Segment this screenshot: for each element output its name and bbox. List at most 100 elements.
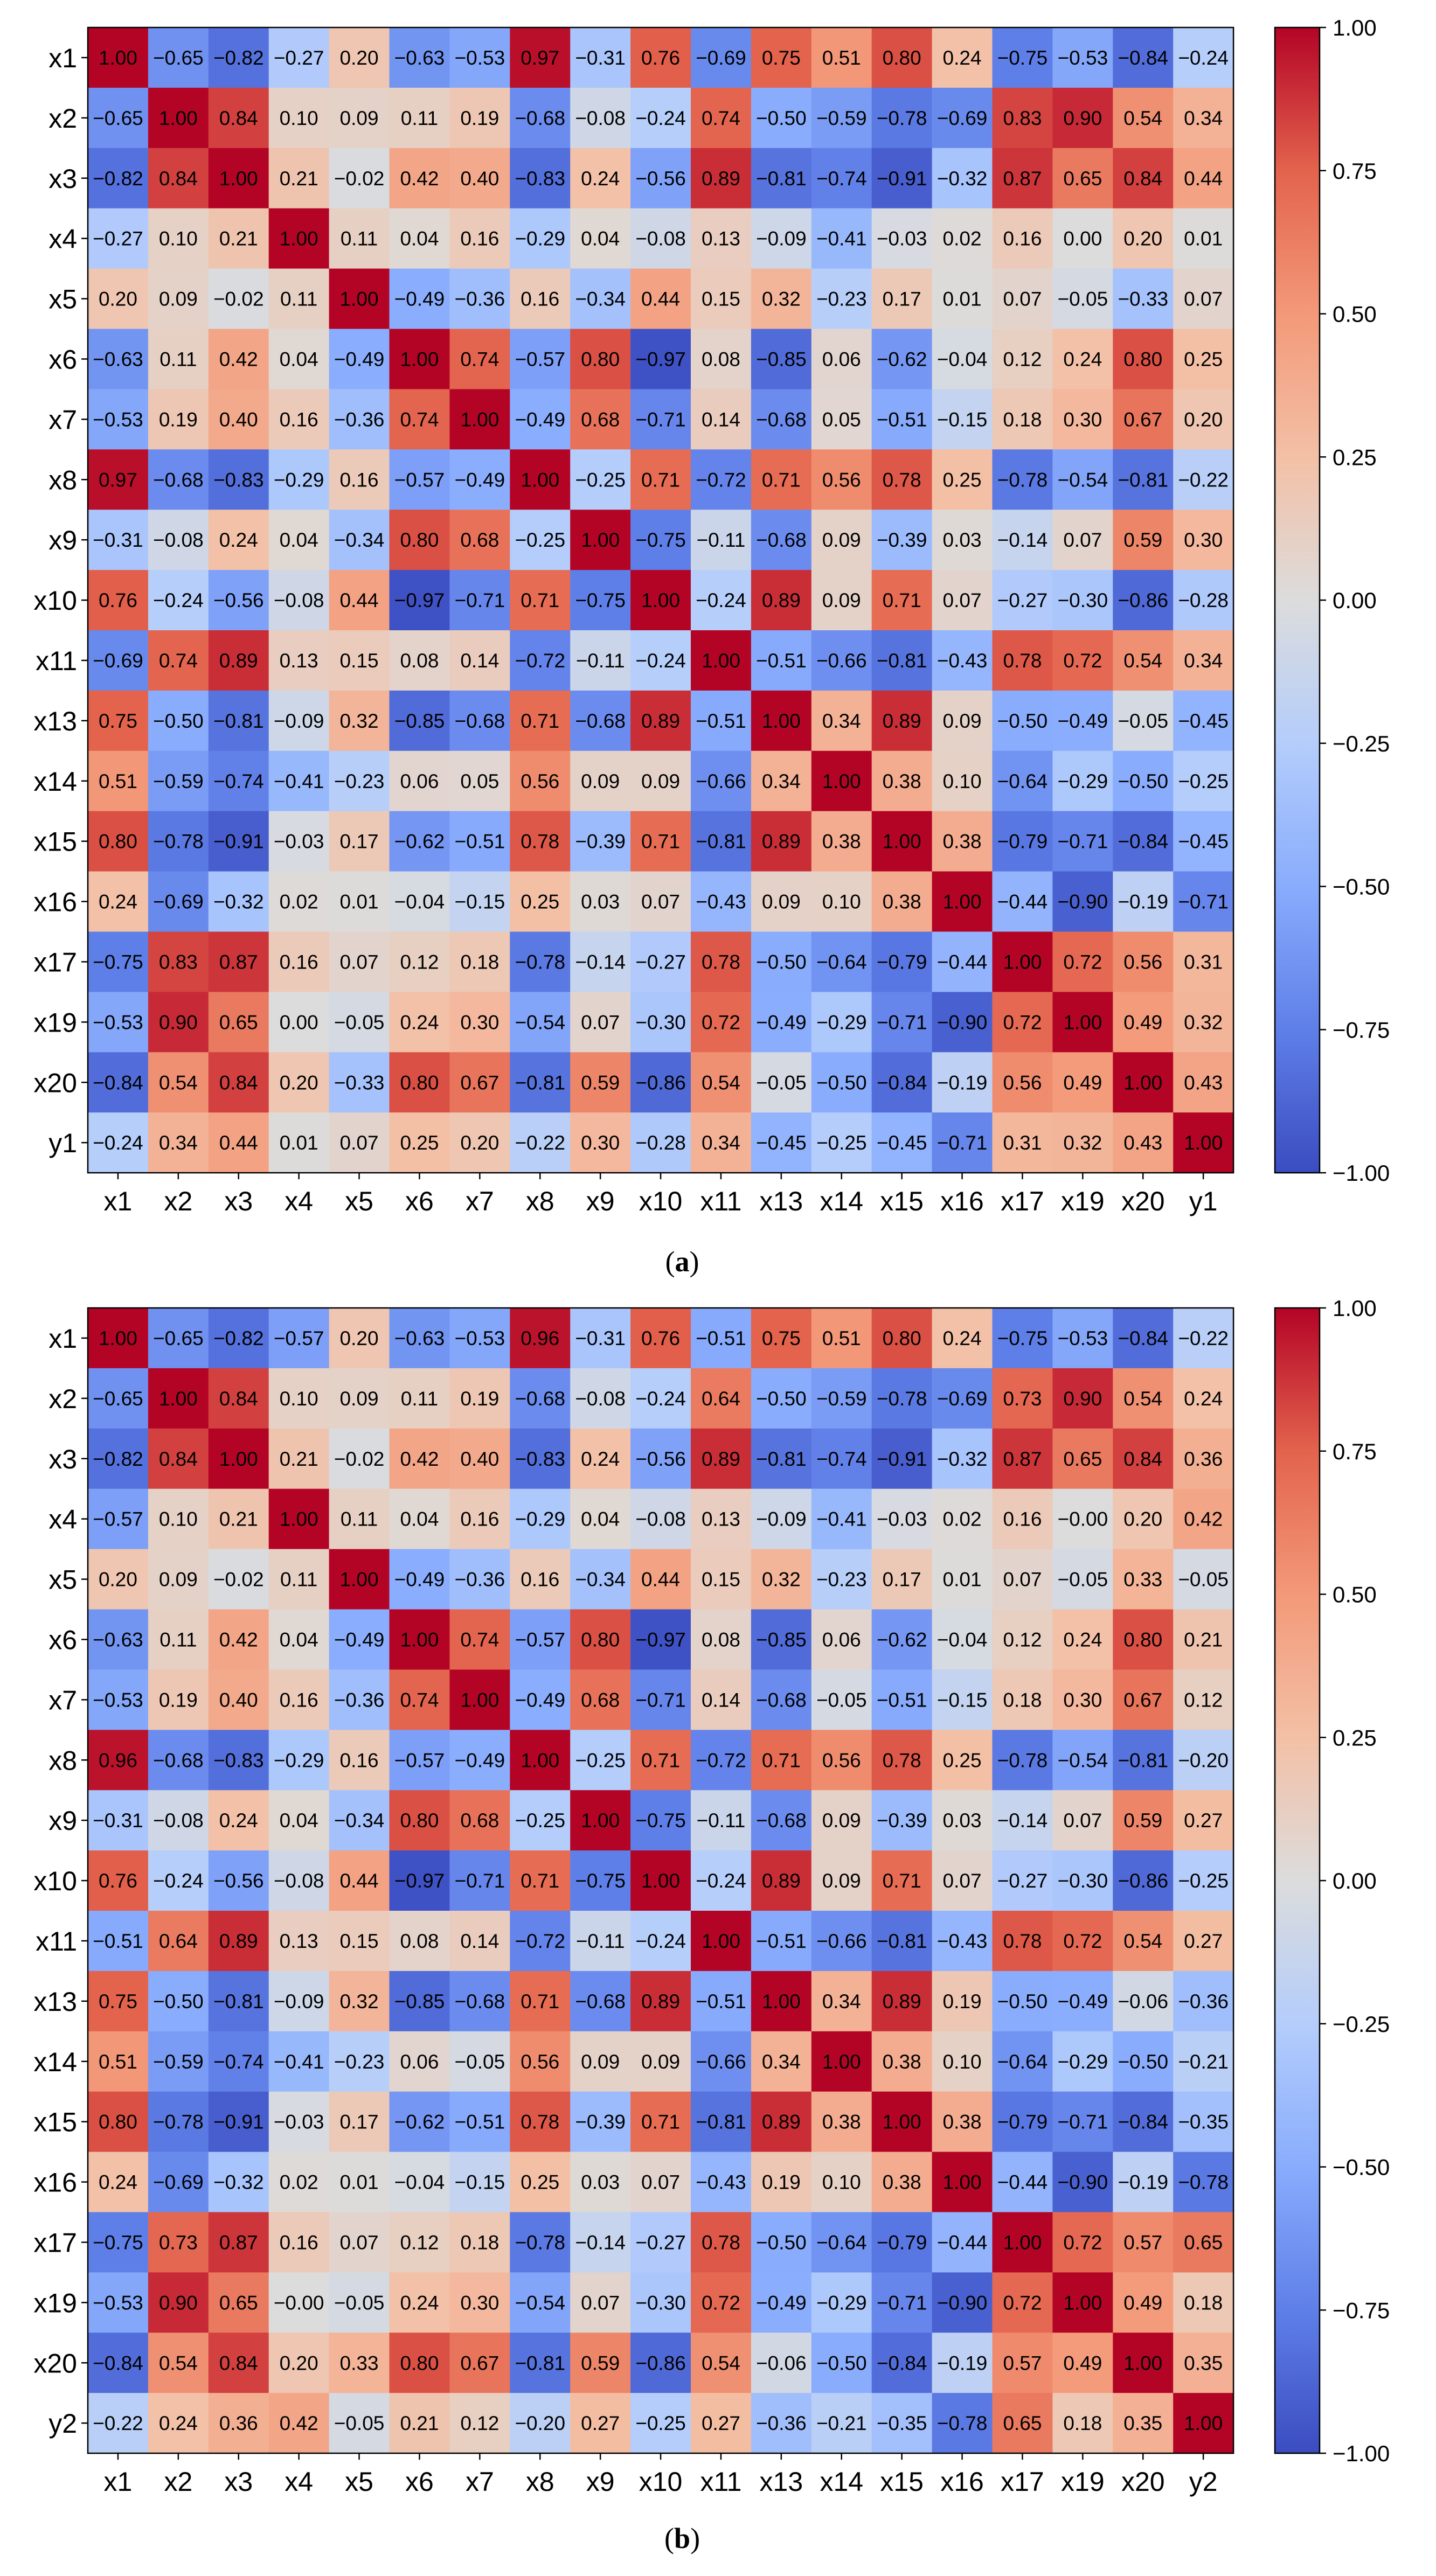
heatmap-cell <box>268 931 330 992</box>
cell-value-label: 0.27 <box>581 2412 620 2434</box>
heatmap-cell <box>992 2152 1053 2213</box>
cell-value-label: 0.84 <box>159 1448 198 1470</box>
cell-value-label: −0.59 <box>153 2051 204 2073</box>
heatmap-cell <box>1052 1052 1113 1113</box>
heatmap-cell <box>630 1730 691 1791</box>
cell-value-label: 0.12 <box>1184 1689 1223 1711</box>
cell-value-label: −0.03 <box>877 1508 927 1530</box>
cell-value-label: 0.07 <box>943 1870 982 1892</box>
cell-value-label: −0.81 <box>877 650 927 672</box>
cell-value-label: 0.71 <box>641 1749 680 1771</box>
cell-value-label: 0.80 <box>400 1071 439 1094</box>
cell-value-label: −0.00 <box>1058 1508 1108 1530</box>
cell-value-label: 0.38 <box>883 770 921 792</box>
heatmap-cell <box>449 1850 510 1911</box>
heatmap-cell <box>449 1730 510 1791</box>
y-tick-label: x7 <box>48 1685 77 1715</box>
cell-value-label: −0.36 <box>455 288 505 310</box>
cell-value-label: −0.29 <box>274 1749 324 1771</box>
cell-value-label: 0.32 <box>762 288 801 310</box>
cell-value-label: −0.09 <box>274 710 324 732</box>
heatmap-cell <box>932 1052 993 1113</box>
cell-value-label: 0.80 <box>883 47 921 69</box>
y-tick-label: x11 <box>36 1926 77 1957</box>
x-tick-label: x4 <box>285 2467 313 2497</box>
heatmap-cell <box>389 1308 450 1369</box>
cell-value-label: 0.24 <box>400 2292 439 2314</box>
cell-value-label: 1.00 <box>521 469 559 491</box>
cell-value-label: −0.57 <box>515 1628 565 1651</box>
cell-value-label: 0.24 <box>400 1011 439 1033</box>
cell-value-label: 1.00 <box>762 710 801 732</box>
cell-value-label: −0.81 <box>1118 469 1168 491</box>
cell-value-label: 0.02 <box>280 2171 318 2194</box>
heatmap-cell <box>630 1669 691 1730</box>
cell-value-label: −0.25 <box>635 2412 686 2434</box>
cell-value-label: −0.34 <box>334 1809 385 1832</box>
heatmap-cell <box>510 1911 571 1972</box>
cell-value-label: 0.21 <box>280 168 318 190</box>
cell-value-label: −0.97 <box>394 1870 445 1892</box>
cell-value-label: 0.36 <box>219 2412 258 2434</box>
x-tick-label: x16 <box>940 2467 984 2497</box>
heatmap-cell <box>751 449 812 510</box>
heatmap-cell <box>268 2152 330 2213</box>
heatmap-cell <box>208 1911 269 1972</box>
heatmap-cell <box>1052 389 1113 450</box>
heatmap-cell <box>1173 1971 1234 2032</box>
x-tick-label: x5 <box>345 1186 373 1216</box>
heatmap-cell <box>751 931 812 992</box>
heatmap-cell <box>88 27 149 88</box>
cell-value-label: −0.59 <box>153 770 204 792</box>
heatmap-cell <box>148 2333 209 2393</box>
cell-value-label: −0.78 <box>997 469 1048 491</box>
heatmap-cell <box>510 1488 571 1550</box>
heatmap-cell <box>871 1971 933 2032</box>
heatmap-cell <box>992 690 1053 751</box>
cell-value-label: −0.15 <box>937 408 988 430</box>
cell-value-label: −0.22 <box>1178 469 1229 491</box>
x-tick-label: x19 <box>1061 1186 1105 1216</box>
heatmap-cell <box>329 1971 390 2032</box>
cell-value-label: 0.10 <box>943 770 982 792</box>
heatmap-cell <box>510 2393 571 2454</box>
heatmap-cell <box>148 1850 209 1911</box>
cell-value-label: 1.00 <box>1063 1011 1102 1033</box>
heatmap-cell <box>751 871 812 932</box>
cell-value-label: 0.01 <box>1184 228 1223 250</box>
cell-value-label: 0.65 <box>219 1011 258 1033</box>
heatmap-cell <box>691 1428 752 1489</box>
heatmap-cell <box>992 1911 1053 1972</box>
heatmap-cell <box>570 1730 631 1791</box>
cell-value-label: 0.89 <box>219 1930 258 1952</box>
heatmap-cell <box>1052 2212 1113 2273</box>
heatmap-cell <box>811 389 872 450</box>
cell-value-label: −0.27 <box>635 2231 686 2253</box>
heatmap-cell <box>992 389 1053 450</box>
heatmap-cell <box>751 1488 812 1550</box>
heatmap-panel-b: 1.00 −0.65 −0.82 −0.57 0.20 −0.63 −0.53 0.96 −0.… <box>33 1296 1390 2554</box>
cell-value-label: −0.75 <box>635 529 686 551</box>
cell-value-label: 0.74 <box>460 1628 499 1651</box>
heatmap-cell <box>268 750 330 812</box>
heatmap-cell <box>510 449 571 510</box>
cell-value-label: 0.07 <box>340 2231 379 2253</box>
cell-value-label: −0.00 <box>274 2292 324 2314</box>
heatmap-cell <box>570 1971 631 2032</box>
heatmap-cell <box>208 27 269 88</box>
heatmap-cell <box>268 2333 330 2393</box>
cell-value-label: 1.00 <box>1123 1071 1162 1094</box>
cell-value-label: 0.78 <box>883 469 921 491</box>
heatmap-cell <box>691 992 752 1053</box>
colorbar-tick-label: −0.75 <box>1333 2297 1390 2323</box>
cell-value-label: −0.69 <box>696 47 746 69</box>
cell-value-label: 0.17 <box>883 288 921 310</box>
cell-value-label: 1.00 <box>822 770 861 792</box>
cell-value-label: 0.01 <box>280 1132 318 1154</box>
cell-value-label: −0.08 <box>153 529 204 551</box>
cell-value-label: 0.20 <box>280 1071 318 1094</box>
x-tick-label: x2 <box>164 1186 192 1216</box>
heatmap-cell <box>1052 268 1113 330</box>
heatmap-cell <box>389 2152 450 2213</box>
heatmap-cell <box>691 630 752 691</box>
